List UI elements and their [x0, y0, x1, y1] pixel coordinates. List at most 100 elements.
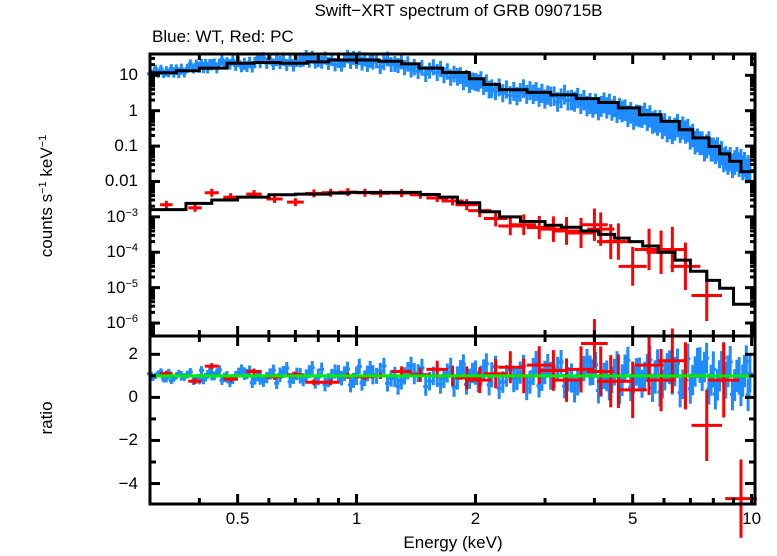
- wt-data-point: [680, 116, 686, 140]
- pc-data-point: [540, 216, 567, 242]
- wt-ratio-point: [367, 360, 373, 377]
- pc-ratio-point: [455, 366, 478, 390]
- axes-frame: [148, 52, 757, 506]
- y-tick-base: 10: [106, 277, 126, 297]
- wt-data-point: [695, 128, 701, 153]
- y-tick-label: 10−5: [107, 278, 138, 298]
- wt-ratio-point: [284, 362, 290, 375]
- x-tick-label: 1: [351, 509, 362, 528]
- wt-ratio-point: [216, 365, 222, 375]
- y-tick-label: 0.1: [114, 136, 138, 156]
- pc-ratio-point: [498, 351, 523, 384]
- pc-ratio-point: [580, 319, 608, 368]
- pc-data-point: [160, 200, 173, 209]
- wt-ratio-point: [322, 377, 328, 392]
- wt-data-point: [187, 59, 193, 69]
- wt-ratio-point: [260, 375, 266, 387]
- pc-data-point: [567, 217, 595, 249]
- wt-ratio-point: [385, 374, 391, 392]
- pc-ratio-point: [483, 359, 508, 389]
- wt-ratio-point: [727, 346, 733, 378]
- y-tick-exponent: −5: [125, 277, 138, 290]
- x-tick-label: 10: [742, 509, 762, 528]
- wt-ratio-point: [514, 367, 520, 391]
- spectrum-panel-frame: [148, 52, 757, 338]
- wt-ratio-point: [441, 369, 447, 389]
- pc-ratio-point: [691, 389, 723, 462]
- x-tick-label: 0.5: [225, 509, 250, 528]
- y-tick-exponent: −4: [125, 242, 138, 255]
- wt-ratio-point: [309, 361, 315, 375]
- pc-ratio-point: [468, 367, 492, 394]
- y-tick-base: 1: [128, 100, 138, 120]
- wt-ratio-point: [675, 348, 681, 378]
- y-tick-label: 10−3: [107, 207, 138, 227]
- wt-ratio-point: [238, 364, 244, 375]
- pc-ratio-point: [567, 346, 595, 393]
- y-tick-label: 1: [129, 101, 138, 121]
- ratio-y-tick-label: −4: [118, 473, 138, 493]
- chart-title: Swift−XRT spectrum of GRB 090715B: [314, 1, 603, 20]
- wt-ratio-point: [356, 358, 362, 375]
- wt-ratio-point: [287, 375, 293, 388]
- pc-data-point: [188, 203, 202, 212]
- pc-data-point: [657, 226, 688, 273]
- wt-ratio-point: [444, 363, 450, 383]
- wt-data-point: [517, 83, 523, 102]
- pc-ratio-point: [526, 346, 552, 384]
- pc-ratio-point: [553, 358, 580, 402]
- y-tick-base: 10: [106, 206, 126, 226]
- x-axis-label: Energy (keV): [403, 533, 503, 552]
- wt-model-line: [150, 58, 755, 174]
- pc-ratio-point: [204, 363, 219, 370]
- ratio-y-tick-label: 2: [128, 344, 138, 364]
- wt-data-point: [745, 155, 751, 181]
- wt-data-point: [388, 57, 394, 73]
- pc-data-point: [670, 242, 701, 291]
- pc-ratio-point: [604, 354, 633, 409]
- wt-data-point: [219, 54, 225, 65]
- wt-data-point: [427, 62, 433, 79]
- pc-ratio-point: [708, 342, 740, 418]
- y-tick-base: 10: [119, 65, 138, 85]
- wt-ratio-point: [423, 377, 429, 396]
- spectrum-y-axis-label: counts s−1 keV−1: [37, 135, 57, 257]
- wt-ratio-point: [274, 377, 280, 389]
- y-tick-exponent: −3: [125, 206, 138, 219]
- y-tick-base: 0.01: [104, 171, 138, 191]
- wt-ratio-point: [496, 377, 502, 400]
- y-tick-label: 10−6: [107, 313, 138, 333]
- y-tick-label: 0.01: [105, 171, 138, 191]
- wt-ratio-point: [483, 353, 489, 375]
- chart-subtitle: Blue: WT, Red: PC: [152, 27, 294, 46]
- wt-ratio-point: [625, 346, 631, 374]
- wt-data-point: [664, 119, 670, 143]
- pc-data-point: [511, 214, 536, 236]
- pc-ratio-point: [540, 350, 567, 391]
- wt-data-point: [381, 55, 387, 71]
- x-tick-label: 2: [470, 509, 481, 528]
- y-tick-base: 10: [106, 313, 126, 333]
- wt-ratio-point: [381, 357, 387, 375]
- wt-ratio-point: [704, 342, 710, 374]
- wt-ratio-point: [517, 361, 523, 384]
- wt-ratio-point: [650, 373, 656, 402]
- pc-ratio-point: [634, 335, 664, 395]
- y-label-exp1: −1: [37, 181, 49, 194]
- wt-ratio-point: [655, 349, 661, 378]
- pc-ratio-point: [321, 379, 340, 386]
- pc-data-point: [604, 223, 633, 260]
- wt-data-point: [284, 59, 290, 72]
- pc-data-point: [266, 194, 283, 203]
- y-tick-label: 10: [119, 65, 138, 85]
- x-tick-label: 5: [627, 509, 638, 528]
- pc-ratio-point: [246, 368, 262, 375]
- pc-data-point: [455, 199, 478, 211]
- y-tick-base: 0.1: [114, 136, 138, 156]
- pc-data-point: [286, 198, 304, 207]
- wt-data-point: [270, 58, 276, 71]
- wt-data-point: [193, 59, 199, 69]
- wt-ratio-point: [746, 354, 753, 393]
- wt-data-point: [290, 59, 296, 72]
